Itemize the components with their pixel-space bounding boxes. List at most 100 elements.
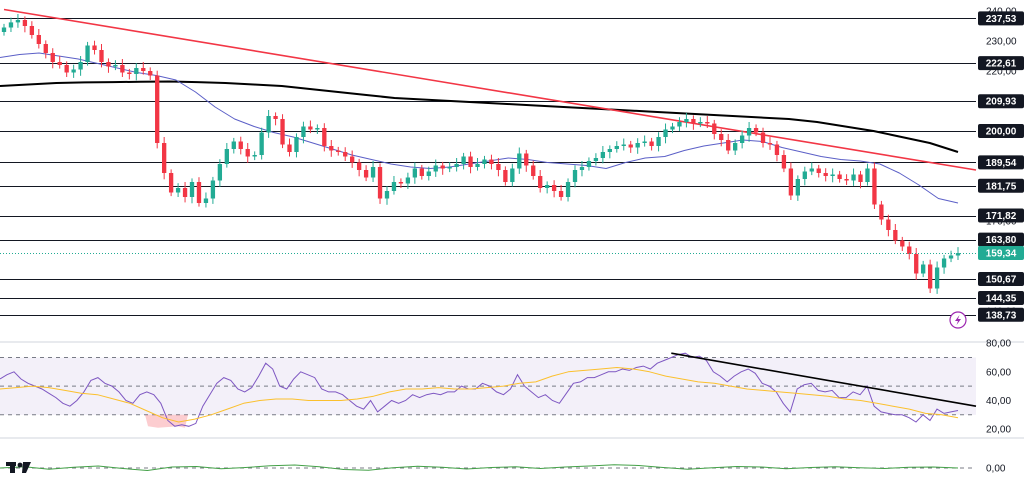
candle[interactable] [210,176,216,204]
candle[interactable] [795,175,800,201]
candle[interactable] [343,147,348,161]
candle[interactable] [287,138,292,157]
candle[interactable] [8,17,14,32]
candle[interactable] [50,48,55,69]
candle[interactable] [635,138,640,154]
candle[interactable] [203,192,209,208]
candle[interactable] [677,117,682,131]
price-panel[interactable] [0,8,1024,439]
candle[interactable] [57,56,62,69]
candle[interactable] [809,162,814,176]
rsi-panel[interactable] [0,352,977,428]
candle[interactable] [851,168,856,186]
candle[interactable] [565,178,571,202]
candle[interactable] [78,56,83,76]
candle[interactable] [363,165,369,182]
candle[interactable] [252,151,257,161]
candle[interactable] [572,165,578,188]
candle[interactable] [579,161,585,177]
candle[interactable] [914,248,919,280]
level-price-tag[interactable]: 222,61 [978,56,1024,71]
candle[interactable] [238,136,243,155]
candle[interactable] [872,162,877,210]
candle[interactable] [377,163,383,204]
candle[interactable] [231,137,236,154]
candle[interactable] [71,64,76,78]
candle[interactable] [398,178,404,188]
candle[interactable] [356,158,362,177]
candle[interactable] [217,159,223,187]
candle[interactable] [384,186,390,205]
candle[interactable] [538,170,543,193]
candle[interactable] [698,117,703,128]
candle[interactable] [106,58,111,73]
candle[interactable] [440,161,445,175]
candle[interactable] [739,130,745,149]
candle[interactable] [733,139,738,155]
candle[interactable] [524,149,529,172]
candle[interactable] [36,29,41,49]
candle[interactable] [586,157,592,171]
candle[interactable] [948,250,954,263]
candle[interactable] [621,138,626,151]
candle[interactable] [454,158,459,172]
candle[interactable] [670,122,675,134]
candle[interactable] [656,132,661,152]
candle[interactable] [663,123,668,144]
candle[interactable] [468,151,473,174]
candle[interactable] [774,140,780,162]
candle[interactable] [489,154,494,170]
level-price-tag[interactable]: 150,67 [978,271,1024,286]
candle[interactable] [482,155,487,169]
candle[interactable] [426,166,431,181]
candle[interactable] [531,160,536,180]
level-price-tag[interactable]: 189,54 [978,155,1024,170]
candle[interactable] [22,16,28,33]
tradingview-logo[interactable] [6,462,31,473]
candle[interactable] [642,135,647,147]
candle[interactable] [419,164,424,180]
candle[interactable] [802,166,807,186]
candle[interactable] [844,174,849,185]
candle[interactable] [245,143,250,163]
candle[interactable] [593,153,599,166]
candle[interactable] [168,169,174,197]
candle[interactable] [510,163,515,187]
candle[interactable] [865,163,870,186]
candle[interactable] [544,181,550,194]
candle[interactable] [893,224,898,245]
candle[interactable] [92,40,97,55]
level-price-tag[interactable]: 163,80 [978,232,1024,247]
candle[interactable] [155,70,160,149]
candle[interactable] [600,146,606,164]
candle[interactable] [350,150,355,168]
descending-trendline[interactable] [3,8,977,171]
candle[interactable] [517,147,522,174]
candle[interactable] [649,137,654,151]
candle[interactable] [175,183,181,197]
candle[interactable] [99,44,104,68]
candle[interactable] [29,21,35,39]
candle[interactable] [405,172,411,189]
candle[interactable] [558,185,564,201]
candle[interactable] [182,182,188,203]
candle[interactable] [858,170,863,189]
candle[interactable] [259,127,264,160]
candle[interactable] [301,121,306,144]
candle[interactable] [753,124,759,137]
candle[interactable] [705,116,710,128]
candle[interactable] [141,62,146,75]
candle[interactable] [907,241,912,260]
candle[interactable] [294,133,299,158]
candle[interactable] [934,261,940,294]
level-price-tag[interactable]: 181,75 [978,178,1024,193]
candle[interactable] [266,110,271,138]
candle[interactable] [767,137,773,150]
oscillator-panel[interactable] [0,464,976,472]
candle[interactable] [15,14,21,28]
candle[interactable] [837,170,842,183]
candle[interactable] [433,159,438,177]
candle[interactable] [113,60,118,71]
candle[interactable] [760,127,766,148]
candle[interactable] [336,146,341,156]
